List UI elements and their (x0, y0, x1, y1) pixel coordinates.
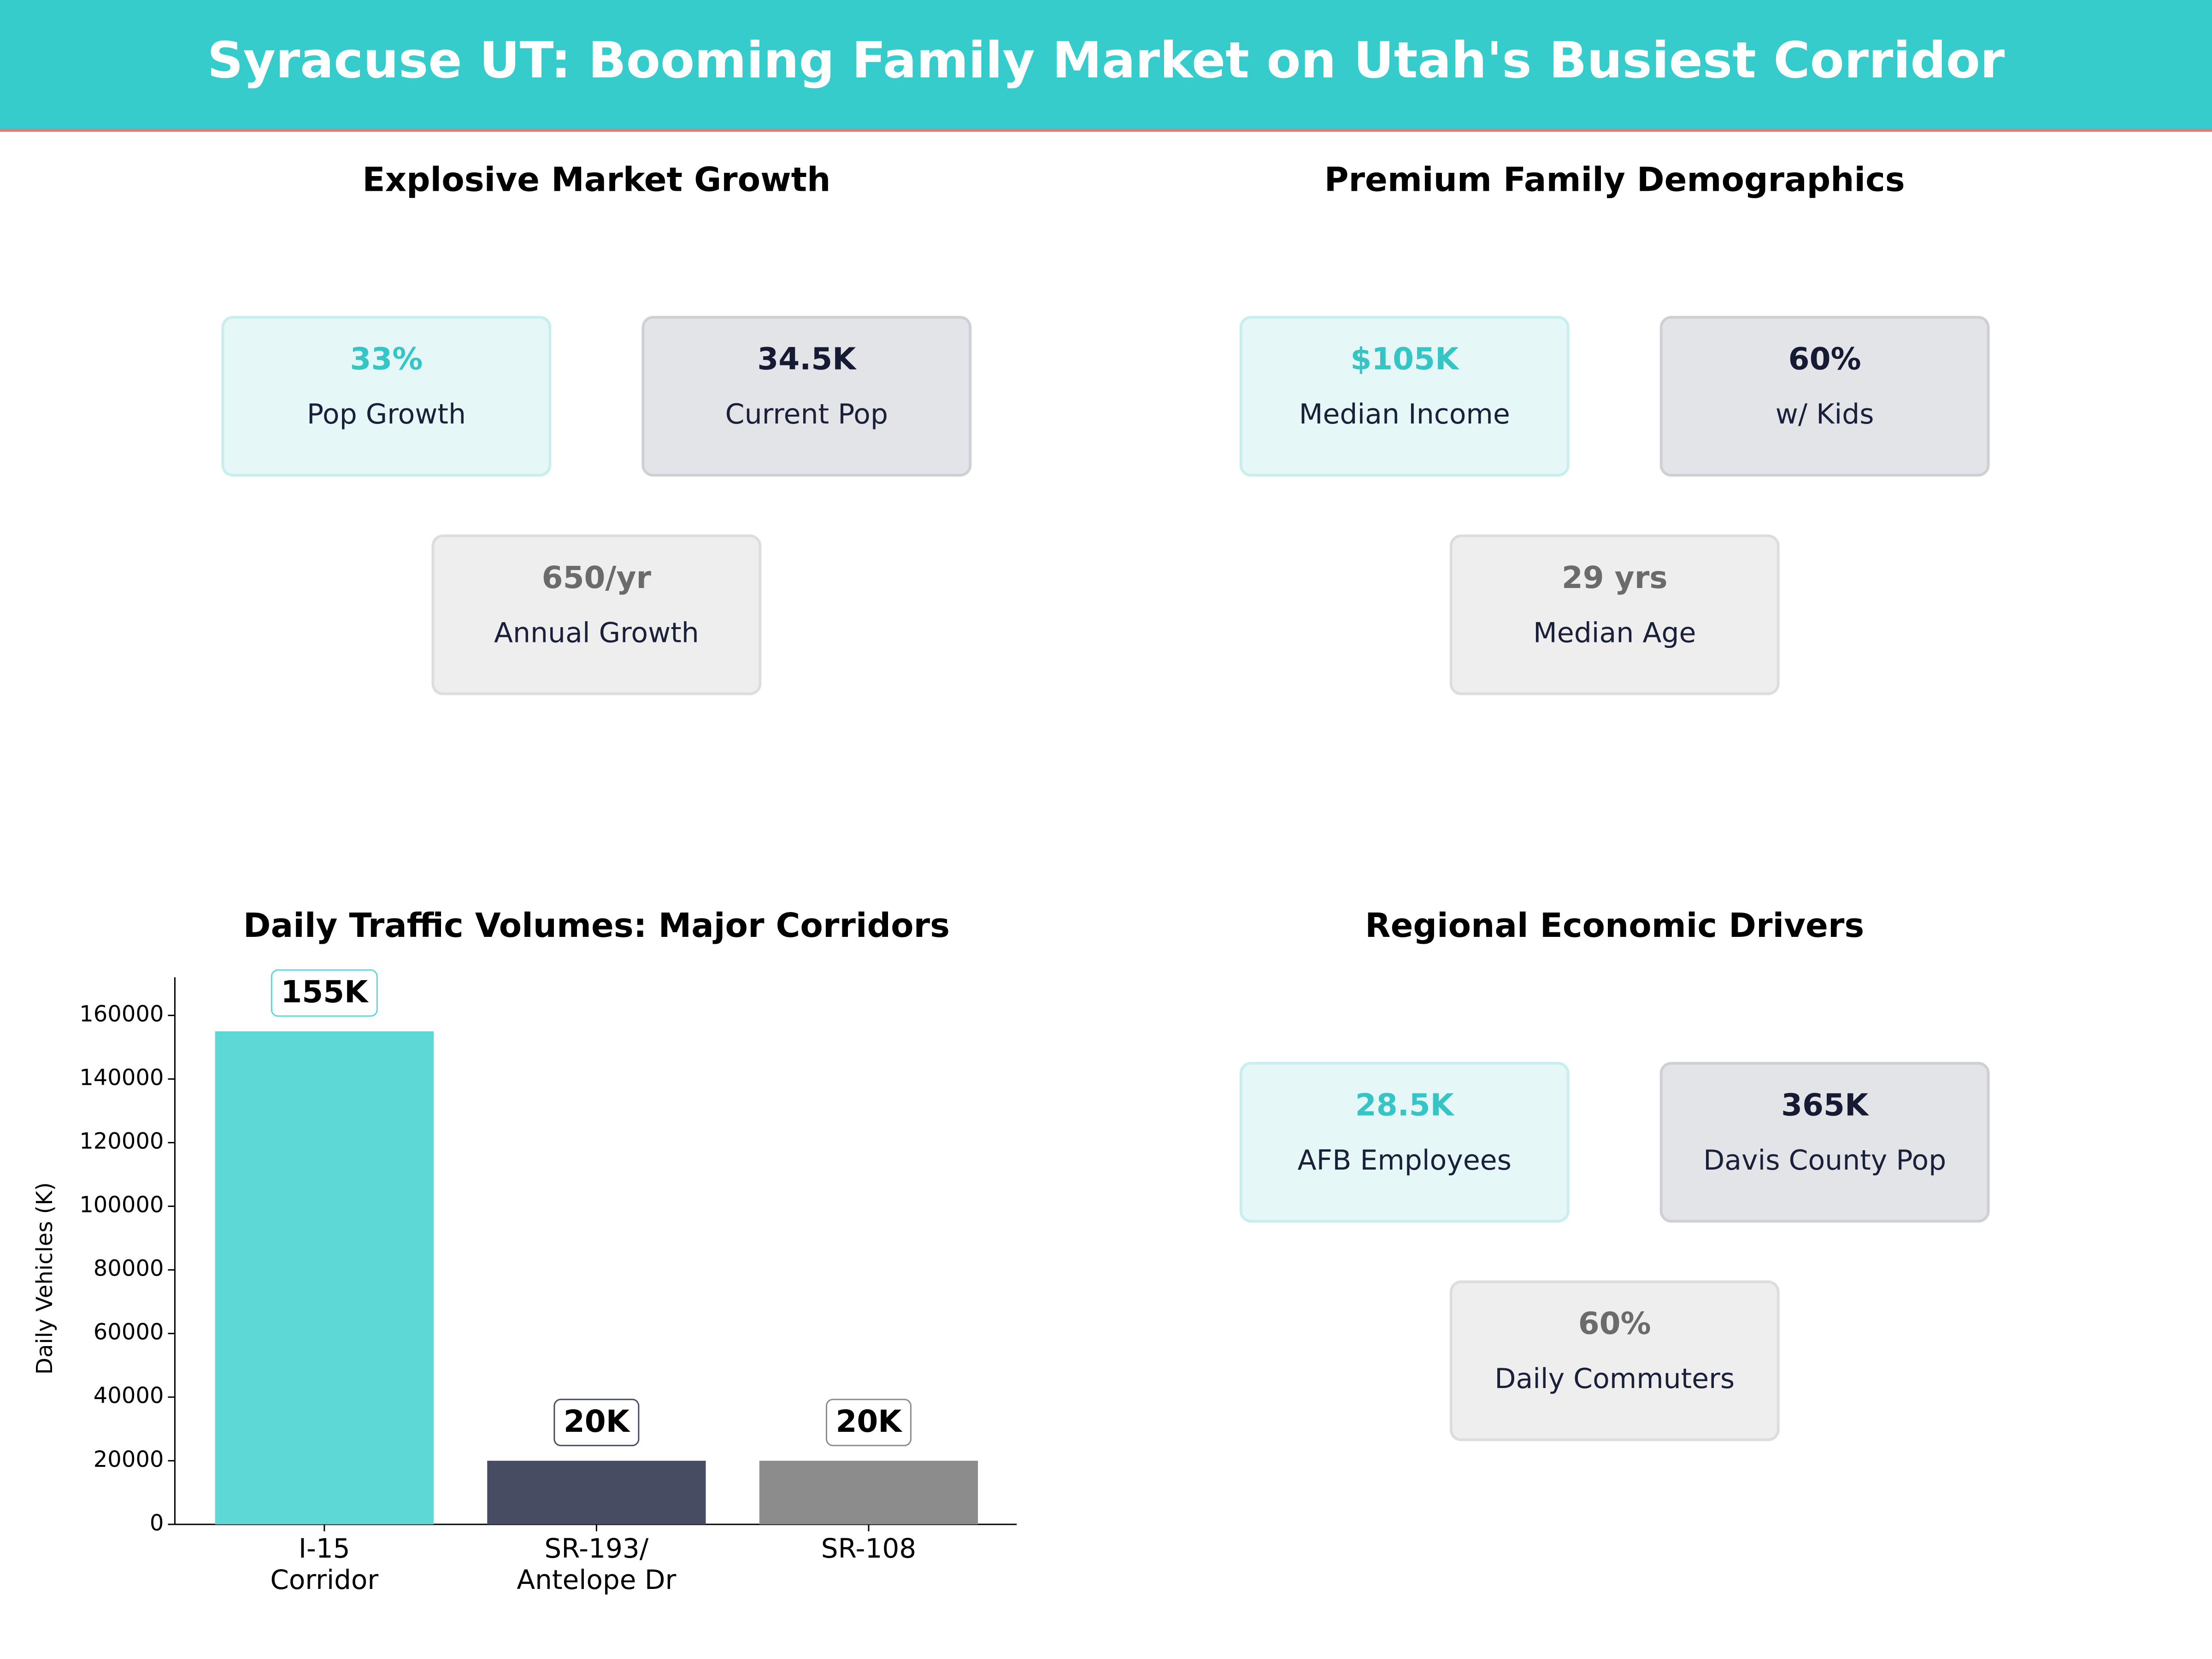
y-tick-label: 20000 (94, 1447, 164, 1472)
y-tick-label: 60000 (94, 1319, 164, 1345)
bar (215, 1031, 434, 1524)
kpi-value: $105K (1350, 341, 1460, 377)
value-label: 20K (564, 1404, 631, 1439)
kpi-card (1659, 316, 1990, 477)
header-bar (0, 0, 2212, 130)
y-tick-label: 140000 (79, 1065, 164, 1090)
kpi-value: 34.5K (757, 341, 857, 377)
page-title: Syracuse UT: Booming Family Market on Ut… (207, 32, 2005, 89)
kpi-label: Current Pop (725, 398, 888, 430)
y-tick-label: 40000 (94, 1383, 164, 1409)
y-tick-label: 160000 (79, 1001, 164, 1027)
y-tick-label: 120000 (79, 1129, 164, 1154)
y-tick-label: 80000 (94, 1256, 164, 1282)
x-tick-label: SR-193/Antelope Dr (517, 1533, 676, 1595)
value-label: 155K (281, 974, 369, 1010)
kpi-label: w/ Kids (1776, 398, 1874, 430)
bar (487, 1460, 706, 1524)
kpi-card (1449, 1280, 1780, 1441)
kpi-value: 33% (350, 341, 423, 377)
kpi-value: 29 yrs (1562, 560, 1668, 595)
kpi-label: Daily Commuters (1494, 1363, 1735, 1395)
x-tick-label: I-15 Corridor (270, 1533, 378, 1595)
kpi-card (431, 534, 762, 695)
kpi-value: 60% (1788, 341, 1861, 377)
kpi-label: Annual Growth (494, 617, 699, 649)
panel-title: Explosive Market Growth (362, 160, 830, 199)
kpi-card (1659, 1062, 1990, 1223)
y-tick-label: 100000 (79, 1192, 164, 1218)
kpi-label: Median Age (1533, 617, 1696, 649)
value-label-box (553, 1399, 640, 1447)
value-label-box (825, 1399, 912, 1447)
panel-title: Premium Family Demographics (1324, 160, 1905, 199)
kpi-label: AFB Employees (1298, 1144, 1512, 1177)
kpi-value: 28.5K (1355, 1087, 1455, 1123)
bar (759, 1460, 978, 1524)
header-rule (0, 129, 2212, 132)
value-label: 20K (835, 1404, 903, 1439)
panel-title: Regional Economic Drivers (1365, 906, 1864, 945)
y-axis-label: Daily Vehicles (K) (32, 1182, 58, 1375)
kpi-card (1239, 1062, 1570, 1223)
chart-title: Daily Traffic Volumes: Major Corridors (243, 906, 950, 945)
kpi-card (221, 316, 552, 477)
kpi-card (1239, 316, 1570, 477)
value-label-box (271, 969, 378, 1017)
kpi-label: Pop Growth (307, 398, 466, 430)
kpi-value: 60% (1578, 1306, 1651, 1341)
kpi-value: 650/yr (542, 560, 652, 595)
x-tick-label: SR-108 (821, 1533, 916, 1564)
kpi-value: 365K (1781, 1087, 1870, 1123)
kpi-label: Davis County Pop (1703, 1144, 1946, 1177)
kpi-label: Median Income (1299, 398, 1510, 430)
kpi-card (1449, 534, 1780, 695)
y-tick-label: 0 (150, 1510, 164, 1536)
kpi-card (641, 316, 972, 477)
